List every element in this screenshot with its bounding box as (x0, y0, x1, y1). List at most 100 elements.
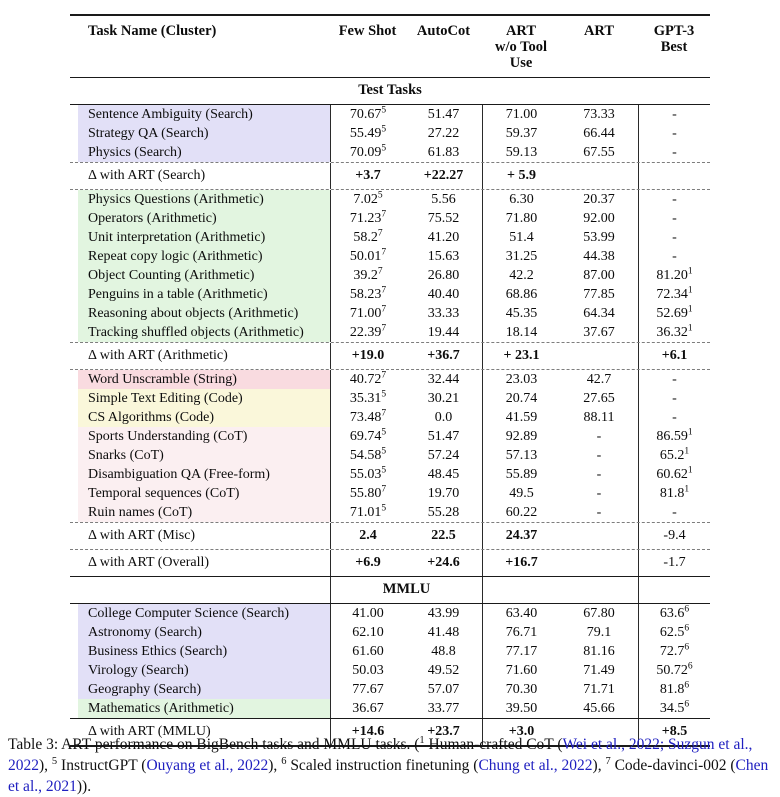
table-row: Strategy QA (Search) 55.495 27.22 59.37 66.4… (70, 124, 710, 143)
value-cell: 19.70 (427, 486, 460, 501)
value-cell: 50.726 (638, 661, 710, 680)
value-cell: 36.321 (638, 323, 710, 342)
value-cell: +23.7 (427, 724, 460, 739)
task-name-cell: Temporal sequences (CoT) (78, 484, 330, 503)
task-name-cell: Sentence Ambiguity (Search) (78, 105, 330, 124)
footnote-marker: 6 (684, 642, 690, 653)
value-cell: 58.237 (330, 285, 405, 304)
section-band-mmlu: MMLU (70, 576, 710, 604)
value-cell: 48.8 (431, 644, 456, 659)
table-row: Virology (Search) 50.03 49.52 71.60 71.49 50.… (70, 661, 710, 680)
table-row: Temporal sequences (CoT) 55.807 19.70 49.5 -… (70, 484, 710, 503)
footnote-marker: 6 (684, 699, 690, 710)
value-cell: 72.341 (638, 285, 710, 304)
value-cell: 35.315 (330, 389, 405, 408)
caption-text: )). (76, 778, 92, 795)
value-cell: - (638, 209, 710, 228)
task-name-cell: CS Algorithms (Code) (78, 408, 330, 427)
citation-link[interactable]: Wei et al., 2022; (562, 736, 665, 753)
task-name-cell: Simple Text Editing (Code) (78, 389, 330, 408)
table-row: Repeat copy logic (Arithmetic) 50.017 15.6… (70, 247, 710, 266)
value-cell: 77.17 (482, 642, 560, 661)
value-cell: 55.035 (330, 465, 405, 484)
value-cell: 71.49 (583, 663, 615, 678)
table-row: Unit interpretation (Arithmetic) 58.27 41.… (70, 228, 710, 247)
table-row: Tracking shuffled objects (Arithmetic) 22… (70, 323, 710, 342)
value-cell: 50.017 (330, 247, 405, 266)
value-cell: 22.5 (431, 528, 456, 543)
column-header-art-wo-tool-use: ART w/o Tool Use (495, 23, 547, 71)
value-cell: 52.691 (638, 304, 710, 323)
citation-link[interactable]: Ouyang et al., 2022 (146, 757, 269, 774)
value-cell: 33.77 (427, 701, 460, 716)
value-cell: 67.80 (583, 606, 615, 621)
table-row: CS Algorithms (Code) 73.487 0.0 41.59 88.11 - (70, 408, 710, 427)
task-name-cell: Δ with ART (Misc) (88, 528, 196, 543)
value-cell: 81.16 (583, 644, 615, 659)
footnote-marker: 5 (381, 427, 387, 438)
footnote-marker: 7 (381, 209, 387, 220)
value-cell: - (596, 467, 602, 482)
value-cell: 2.4 (330, 523, 405, 549)
value-cell: +3.0 (482, 719, 560, 745)
table-row: Ruin names (CoT) 71.015 55.28 60.22 - - (70, 503, 710, 522)
value-cell: 62.10 (330, 623, 405, 642)
footnote-marker: 1 (687, 304, 693, 315)
value-cell: 49.52 (427, 663, 460, 678)
value-cell: 71.237 (330, 209, 405, 228)
table-row: Sentence Ambiguity (Search) 70.675 51.47 71… (70, 105, 710, 124)
citation-link[interactable]: Chung et al., 2022 (478, 757, 593, 774)
table-row: Word Unscramble (String) 40.727 32.44 23.03… (70, 369, 710, 389)
citation-link[interactable]: Suzgun et al., 2022 (8, 736, 753, 774)
value-cell: - (638, 247, 710, 266)
task-name-cell: College Computer Science (Search) (78, 604, 330, 623)
delta-row: Δ with ART (MMLU) +14.6 +23.7 +3.0 +8.5 (70, 718, 710, 745)
value-cell: 71.71 (583, 682, 615, 697)
footnote-marker: 1 (687, 427, 693, 438)
section-title-test-tasks: Test Tasks (358, 82, 422, 98)
table-row: College Computer Science (Search) 41.00 43… (70, 604, 710, 623)
value-cell: +3.7 (330, 163, 405, 189)
value-cell: - (638, 105, 710, 124)
value-cell: - (638, 370, 710, 389)
value-cell: -9.4 (638, 523, 710, 549)
footnote-marker: 7 (377, 228, 383, 239)
value-cell: 63.40 (482, 604, 560, 623)
footnote-marker: 1 (687, 266, 693, 277)
table-row: Astronomy (Search) 62.10 41.48 76.71 79.1 62.… (70, 623, 710, 642)
value-cell: 71.00 (482, 105, 560, 124)
value-cell: 51.47 (427, 429, 460, 444)
task-name-cell: Ruin names (CoT) (78, 503, 330, 522)
value-cell: 48.45 (427, 467, 460, 482)
value-cell: 45.66 (583, 701, 615, 716)
footnote-marker: 7 (381, 484, 387, 495)
value-cell: + 23.1 (482, 343, 560, 369)
task-name-cell: Word Unscramble (String) (78, 370, 330, 389)
value-cell: 65.21 (638, 446, 710, 465)
value-cell: 27.65 (583, 391, 615, 406)
results-table: Task Name (Cluster) Few Shot AutoCot ART… (70, 14, 710, 747)
table-caption: Table 3: ART performance on BigBench tas… (8, 734, 774, 797)
value-cell: 55.807 (330, 484, 405, 503)
value-cell: +19.0 (330, 343, 405, 369)
footnote-marker: 7 (381, 285, 387, 296)
value-cell: 71.015 (330, 503, 405, 522)
value-cell: 41.48 (427, 625, 460, 640)
value-cell: 24.37 (482, 523, 560, 549)
value-cell: 70.675 (330, 105, 405, 124)
value-cell: 42.2 (482, 266, 560, 285)
value-cell (638, 163, 710, 189)
value-cell: 59.37 (482, 124, 560, 143)
value-cell: - (638, 228, 710, 247)
value-cell: - (596, 505, 602, 520)
footnote-marker: 6 (684, 623, 690, 634)
footnote-marker: 7 (381, 370, 387, 381)
value-cell: 57.24 (427, 448, 460, 463)
task-name-cell: Δ with ART (Search) (88, 168, 206, 183)
value-cell: 76.71 (482, 623, 560, 642)
footnote-marker: 5 (381, 124, 387, 135)
mmlu-band-spacer (482, 577, 638, 603)
task-name-cell: Physics Questions (Arithmetic) (78, 190, 330, 209)
value-cell: - (596, 486, 602, 501)
value-cell: +6.1 (638, 343, 710, 369)
